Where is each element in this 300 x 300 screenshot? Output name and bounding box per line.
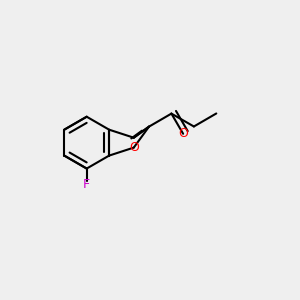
Text: O: O [129,141,139,154]
Text: F: F [83,178,90,191]
Text: O: O [178,127,188,140]
